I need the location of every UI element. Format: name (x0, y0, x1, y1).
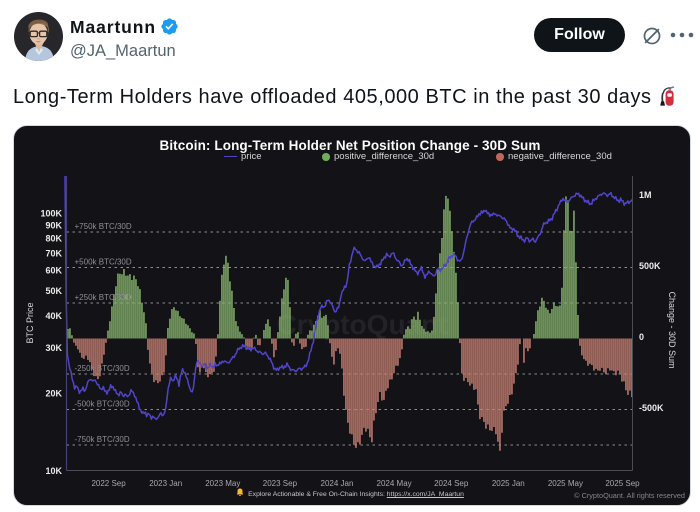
svg-text:500K: 500K (639, 261, 661, 271)
svg-text:2023 Jan: 2023 Jan (149, 479, 182, 488)
svg-text:2025 Jan: 2025 Jan (492, 479, 525, 488)
svg-text:Change - 30D Sum: Change - 30D Sum (667, 291, 677, 368)
svg-text:90K: 90K (45, 220, 62, 230)
svg-text:1M: 1M (639, 190, 652, 200)
svg-text:30K: 30K (45, 343, 62, 353)
svg-text:2024 May: 2024 May (377, 479, 412, 488)
svg-text:80K: 80K (45, 234, 62, 244)
svg-text:0: 0 (639, 332, 644, 342)
svg-text:-250k BTC/30D: -250k BTC/30D (75, 364, 130, 373)
svg-text:100K: 100K (40, 209, 62, 219)
svg-text:+250k BTC/30D: +250k BTC/30D (75, 293, 132, 302)
svg-text:2024 Jan: 2024 Jan (321, 479, 354, 488)
svg-text:2022 Sep: 2022 Sep (91, 479, 126, 488)
svg-text:2025 Sep: 2025 Sep (605, 479, 640, 488)
svg-text:10K: 10K (45, 466, 62, 476)
svg-text:40K: 40K (45, 311, 62, 321)
svg-text:2025 May: 2025 May (548, 479, 583, 488)
svg-text:CryptoQuant: CryptoQuant (276, 309, 447, 340)
svg-text:2023 Sep: 2023 Sep (263, 479, 298, 488)
svg-text:+750k BTC/30D: +750k BTC/30D (75, 222, 132, 231)
svg-text:-750k BTC/30D: -750k BTC/30D (75, 435, 130, 444)
svg-text:-500K: -500K (639, 403, 664, 413)
svg-text:50K: 50K (45, 286, 62, 296)
svg-text:2024 Sep: 2024 Sep (434, 479, 469, 488)
svg-text:2023 May: 2023 May (205, 479, 240, 488)
svg-text:+500k BTC/30D: +500k BTC/30D (75, 258, 132, 267)
svg-text:BTC Price: BTC Price (25, 302, 35, 343)
svg-text:70K: 70K (45, 249, 62, 259)
svg-text:-500k BTC/30D: -500k BTC/30D (75, 400, 130, 409)
svg-text:60K: 60K (45, 266, 62, 276)
svg-text:20K: 20K (45, 389, 62, 399)
